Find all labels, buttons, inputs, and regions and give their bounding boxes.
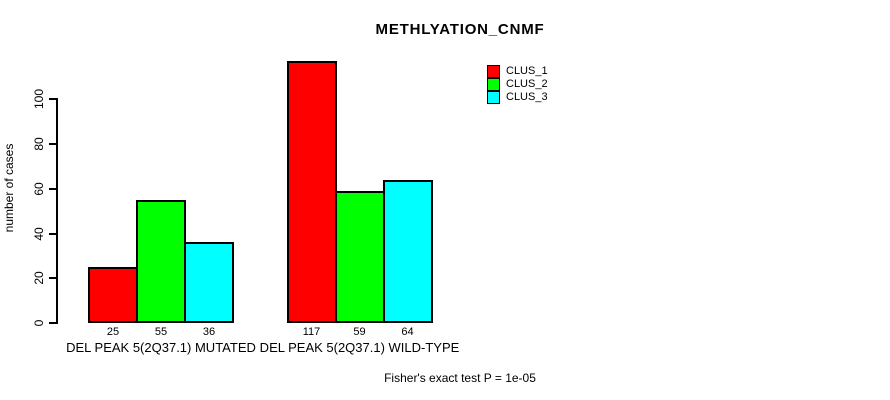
bar-value-label: 64 bbox=[401, 326, 414, 338]
bar-clus_1-group1 bbox=[88, 267, 138, 323]
legend-item-clus_2: CLUS_2 bbox=[487, 78, 548, 91]
y-tick bbox=[49, 277, 56, 280]
y-axis-line bbox=[56, 98, 58, 324]
bar-value-label: 55 bbox=[154, 326, 168, 338]
bar-clus_1-group2 bbox=[286, 61, 337, 323]
x-category-label: DEL PEAK 5(2Q37.1) WILD-TYPE bbox=[259, 340, 460, 355]
y-tick bbox=[49, 232, 56, 235]
legend-label: CLUS_3 bbox=[506, 91, 548, 103]
bar-clus_2-group2 bbox=[334, 191, 385, 323]
chart-title: METHLYATION_CNMF bbox=[375, 21, 545, 38]
legend-swatch-clus_2 bbox=[487, 78, 500, 91]
y-axis-title: number of cases bbox=[2, 143, 16, 233]
x-category-label: DEL PEAK 5(2Q37.1) MUTATED bbox=[66, 340, 256, 355]
bar-value-label: 25 bbox=[106, 326, 120, 338]
legend: CLUS_1 CLUS_2 CLUS_3 bbox=[487, 65, 548, 104]
y-tick-label: 100 bbox=[32, 89, 46, 110]
y-tick-label: 80 bbox=[32, 137, 46, 151]
bar-clus_3-group2 bbox=[382, 179, 433, 323]
legend-label: CLUS_2 bbox=[506, 78, 548, 90]
y-tick-label: 20 bbox=[32, 271, 46, 285]
y-tick bbox=[49, 322, 56, 324]
bar-clus_2-group1 bbox=[136, 199, 186, 323]
y-tick-label: 0 bbox=[32, 319, 46, 327]
bar-clus_3-group1 bbox=[184, 242, 234, 323]
y-tick bbox=[49, 143, 56, 146]
annotation-fishers-test: Fisher's exact test P = 1e-05 bbox=[384, 371, 536, 385]
legend-item-clus_1: CLUS_1 bbox=[487, 65, 548, 78]
y-tick bbox=[49, 187, 56, 190]
bar-value-label: 117 bbox=[302, 326, 321, 338]
bar-value-label: 36 bbox=[202, 326, 216, 338]
legend-label: CLUS_1 bbox=[506, 65, 548, 77]
legend-swatch-clus_1 bbox=[487, 65, 500, 78]
y-tick bbox=[49, 98, 56, 101]
legend-item-clus_3: CLUS_3 bbox=[487, 91, 548, 104]
legend-swatch-clus_3 bbox=[487, 91, 500, 104]
y-tick-label: 60 bbox=[32, 182, 46, 196]
y-tick-label: 40 bbox=[32, 226, 46, 241]
bar-value-label: 59 bbox=[353, 326, 366, 338]
